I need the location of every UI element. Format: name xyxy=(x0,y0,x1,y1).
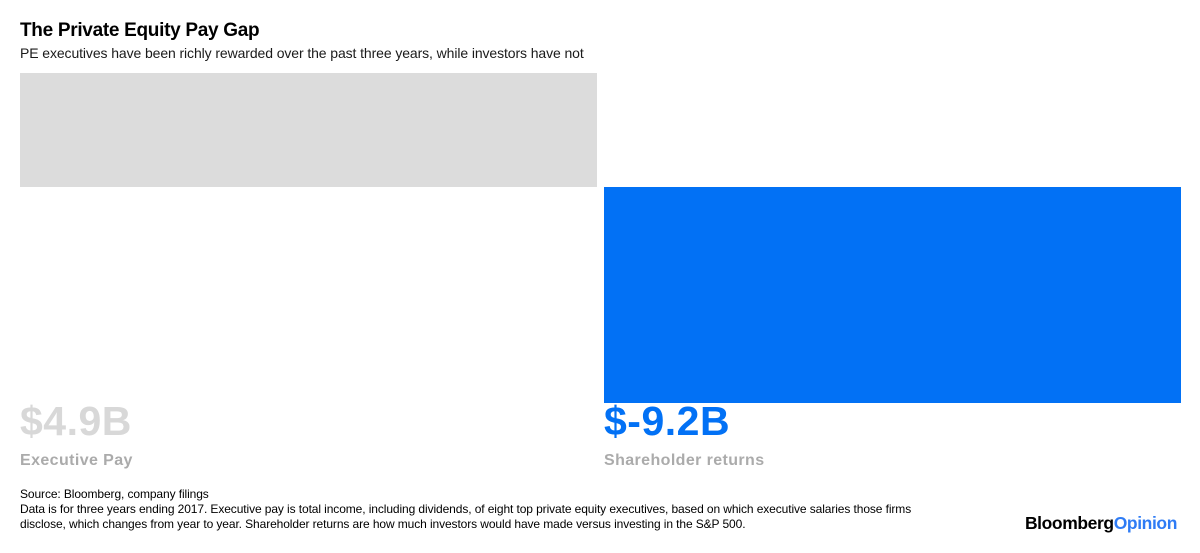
note-line-2: disclose, which changes from year to yea… xyxy=(20,517,746,531)
bar-executive-pay xyxy=(20,73,597,187)
chart-subtitle: PE executives have been richly rewarded … xyxy=(20,45,584,61)
value-executive-pay: $4.9B xyxy=(20,398,132,444)
label-executive-pay: Executive Pay xyxy=(20,452,133,469)
chart-title: The Private Equity Pay Gap xyxy=(20,20,260,41)
bloomberg-opinion-logo: BloombergOpinion xyxy=(1024,513,1178,533)
note-line-1: Data is for three years ending 2017. Exe… xyxy=(20,502,912,516)
logo-opinion-text: Opinion xyxy=(1113,513,1178,533)
footnote: Source: Bloomberg, company filings Data … xyxy=(20,487,911,532)
bar-shareholder-returns xyxy=(604,187,1181,403)
logo-bloomberg-text: Bloomberg xyxy=(1024,513,1114,533)
source-line: Source: Bloomberg, company filings xyxy=(20,487,209,501)
label-shareholder-returns: Shareholder returns xyxy=(604,452,765,469)
value-shareholder-returns: $-9.2B xyxy=(604,398,731,444)
